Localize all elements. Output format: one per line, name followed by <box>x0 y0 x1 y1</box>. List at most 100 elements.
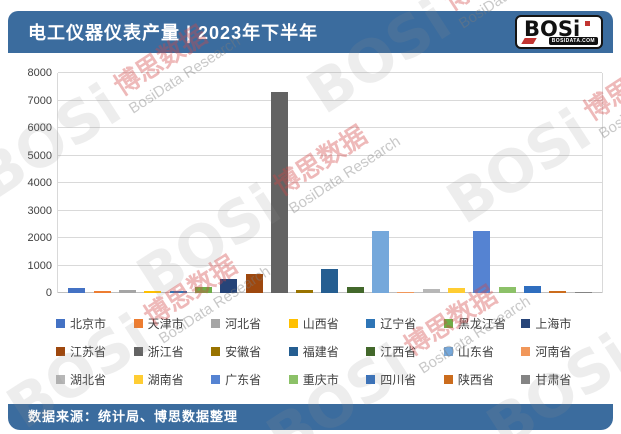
gridline <box>58 154 602 156</box>
legend-swatch-icon <box>211 318 221 328</box>
legend-item: 江苏省 <box>56 343 134 360</box>
legend-item: 湖北省 <box>56 371 134 388</box>
bar <box>498 287 516 293</box>
legend-swatch-icon <box>288 318 298 328</box>
legend-item: 湖南省 <box>133 371 212 388</box>
legend-item: 河南省 <box>521 343 599 360</box>
y-axis-tick-label: 5000 <box>27 149 52 162</box>
legend-swatch-icon <box>211 374 221 384</box>
bar <box>68 287 86 293</box>
legend-item: 黑龙江省 <box>443 315 522 332</box>
legend-swatch-icon <box>288 374 298 384</box>
legend-item: 陕西省 <box>443 371 522 388</box>
bosi-logo-domain: BOSIDATA.COM <box>548 37 598 45</box>
legend-swatch-icon <box>133 318 143 328</box>
bar <box>523 285 541 293</box>
bar <box>296 289 314 293</box>
chart-plot-area: 0 1000 2000 3000 4000 5000 6000 7000 8000 <box>28 67 603 299</box>
legend-swatch-icon <box>521 318 531 328</box>
bar <box>346 286 364 293</box>
legend-label: 安徽省 <box>225 344 262 359</box>
legend-item: 江西省 <box>366 343 444 360</box>
y-axis-tick-label: 1000 <box>27 259 52 272</box>
y-axis-tick-label: 0 <box>45 287 52 299</box>
gridline <box>58 72 602 73</box>
legend-label: 湖北省 <box>70 372 107 387</box>
legend-swatch-icon <box>366 318 376 328</box>
legend-label: 湖南省 <box>147 372 184 387</box>
legend-item: 山西省 <box>288 315 367 332</box>
legend-label: 河南省 <box>535 344 572 359</box>
gridline <box>58 99 602 101</box>
bar <box>270 92 288 293</box>
legend-item: 甘肃省 <box>521 371 599 388</box>
legend-label: 福建省 <box>302 344 339 359</box>
legend-item: 福建省 <box>288 343 367 360</box>
legend-label: 天津市 <box>147 316 184 331</box>
bar <box>397 291 415 293</box>
legend-swatch-icon <box>56 374 65 384</box>
bosi-logo: BOSi BOSIDATA.COM <box>515 15 603 49</box>
bar-series <box>60 73 600 293</box>
bar <box>321 269 339 293</box>
legend-swatch-icon <box>521 374 531 384</box>
bar <box>144 291 162 293</box>
y-axis-tick-label: 3000 <box>27 204 52 217</box>
bar <box>372 231 390 293</box>
legend-label: 山西省 <box>302 316 339 331</box>
legend-swatch-icon <box>443 374 453 384</box>
gridline <box>58 237 602 238</box>
gridline <box>58 182 602 183</box>
bar <box>448 287 465 293</box>
bosi-logo-red-mark-icon <box>521 38 537 44</box>
bar <box>220 279 238 293</box>
legend-item: 浙江省 <box>133 343 212 360</box>
legend-item: 北京市 <box>56 315 134 332</box>
legend-swatch-icon <box>288 346 298 356</box>
watermark-cn-text: 博思数据 <box>618 269 621 352</box>
legend-label: 甘肃省 <box>535 372 572 387</box>
bar <box>169 290 187 293</box>
legend-item: 广东省 <box>211 371 289 388</box>
gridline <box>58 209 602 211</box>
bar <box>422 288 440 293</box>
data-source-text: 数据来源：统计局、博思数据整理 <box>28 409 239 424</box>
y-axis-tick-label: 2000 <box>27 232 52 244</box>
bar <box>549 290 567 293</box>
gridline <box>58 264 602 266</box>
legend-label: 浙江省 <box>147 344 184 359</box>
legend-label: 江苏省 <box>70 344 107 359</box>
y-axis-tick-label: 8000 <box>27 67 52 79</box>
chart-legend: 北京市 天津市 河北省 山西省 辽宁省 黑龙江省 上海市 江苏省 浙江省 安徽省 福建省 江西省 山东省… <box>56 309 599 393</box>
y-axis-tick-label: 6000 <box>27 122 52 134</box>
legend-swatch-icon <box>133 346 143 356</box>
legend-item: 天津市 <box>133 315 212 332</box>
legend-label: 上海市 <box>535 316 572 331</box>
legend-item: 山东省 <box>443 343 522 360</box>
bar <box>194 286 212 293</box>
chart-header: 电工仪器仪表产量 | 2023年下半年 BOSi BOSIDATA.COM <box>8 11 613 53</box>
legend-swatch-icon <box>133 374 143 384</box>
legend-label: 山东省 <box>457 344 494 359</box>
legend-label: 黑龙江省 <box>457 316 506 331</box>
legend-swatch-icon <box>366 374 376 384</box>
legend-swatch-icon <box>443 346 453 356</box>
legend-label: 广东省 <box>225 372 262 387</box>
bar <box>574 291 592 293</box>
legend-item: 重庆市 <box>288 371 367 388</box>
legend-swatch-icon <box>56 318 65 328</box>
legend-label: 北京市 <box>70 316 107 331</box>
chart-title: 电工仪器仪表产量 | 2023年下半年 <box>28 23 319 43</box>
legend-item: 安徽省 <box>211 343 289 360</box>
bar <box>245 274 263 293</box>
legend-item: 四川省 <box>366 371 444 388</box>
bar <box>118 289 136 293</box>
legend-swatch-icon <box>211 346 221 356</box>
legend-swatch-icon <box>521 346 531 356</box>
y-axis-tick-label: 7000 <box>27 94 52 107</box>
legend-label: 辽宁省 <box>380 316 417 331</box>
legend-swatch-icon <box>443 318 453 328</box>
legend-label: 四川省 <box>380 372 417 387</box>
legend-swatch-icon <box>366 346 376 356</box>
footer-bar: 数据来源：统计局、博思数据整理 <box>8 404 613 430</box>
